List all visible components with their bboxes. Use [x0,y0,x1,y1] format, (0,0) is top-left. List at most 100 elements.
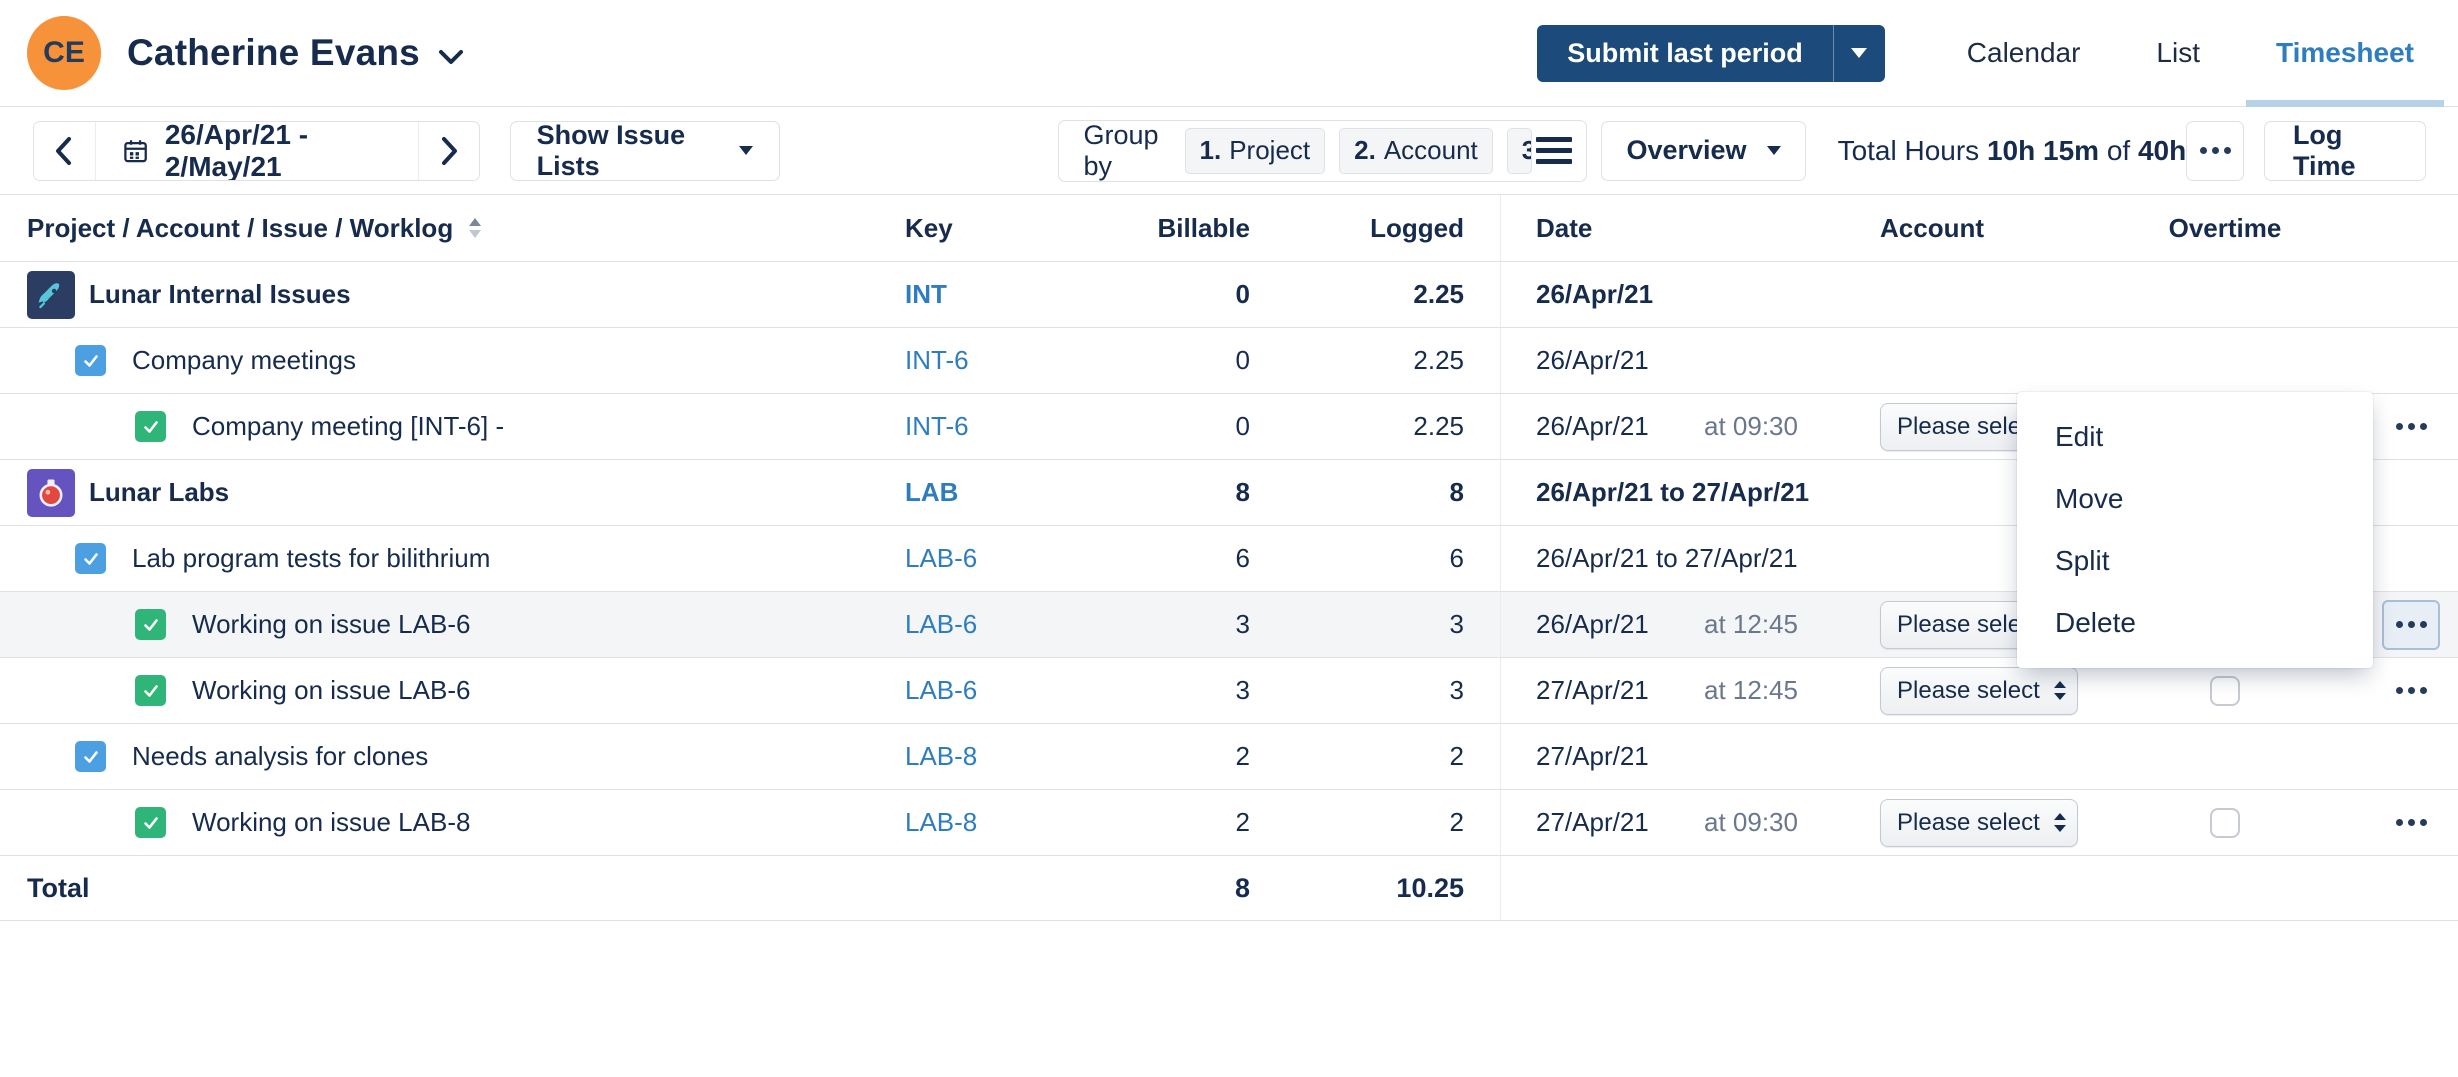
menu-item-edit[interactable]: Edit [2055,421,2104,452]
account-select[interactable]: Please select [1880,798,2078,847]
billable-value: 6 [1235,543,1250,573]
row-more-button[interactable] [2382,599,2440,650]
menu-item-split[interactable]: Split [2055,545,2110,576]
toolbar-more-button[interactable] [2186,120,2244,181]
caret-down-icon [739,146,754,155]
column-name[interactable]: Project / Account / Issue / Worklog [27,212,454,243]
row-label: Working on issue LAB-8 [192,807,471,837]
billable-value: 3 [1235,609,1250,639]
issue-key-link[interactable]: INT [905,279,947,309]
next-period-button[interactable] [417,121,479,180]
issue-key-link[interactable]: LAB [905,477,959,507]
issue-key-link[interactable]: LAB-6 [905,543,978,573]
table-body: Lunar Internal Issues INT 0 2.25 26/Apr/… [0,262,2458,856]
row-checkbox[interactable] [75,741,106,772]
column-account[interactable]: Account [1880,212,1984,243]
show-issue-lists-label: Show Issue Lists [536,119,686,181]
date-value: 27/Apr/21 [1536,675,1649,705]
view-mode-label: Overview [1626,135,1747,165]
more-options-icon [2395,621,2427,628]
column-overtime[interactable]: Overtime [2168,212,2282,243]
row-label: Lab program tests for bilithrium [132,543,491,573]
column-billable[interactable]: Billable [1157,212,1250,243]
row-checkbox[interactable] [135,675,166,706]
avatar-initials: CE [43,36,85,69]
view-mode-dropdown[interactable]: Overview [1601,120,1806,181]
billable-value: 3 [1235,675,1250,705]
group-chip-account[interactable]: 2. Account [1339,127,1493,174]
log-time-label: Log Time [2292,119,2356,181]
logged-value: 2.25 [1413,345,1464,375]
tab-list[interactable]: List [2156,37,2200,68]
column-date[interactable]: Date [1500,195,1845,261]
date-value: 27/Apr/21 [1536,741,1649,771]
date-value: 26/Apr/21 [1536,345,1649,375]
table-row: Company meetings INT-6 0 2.25 26/Apr/21 [0,328,2458,394]
more-options-icon [2395,687,2427,694]
chip-number: 3. [1522,135,1532,166]
row-checkbox[interactable] [135,609,166,640]
group-chip-project[interactable]: 1. Project [1184,127,1326,174]
row-checkbox[interactable] [75,543,106,574]
logged-value: 2 [1449,741,1464,771]
date-range-button[interactable]: 26/Apr/21 - 2/May/21 [94,121,418,180]
date-value: 26/Apr/21 to 27/Apr/21 [1536,477,1810,507]
time-value: at 09:30 [1704,411,1798,441]
sort-icon[interactable] [467,217,483,239]
avatar[interactable]: CE [27,16,101,90]
issue-key-link[interactable]: LAB-8 [905,741,978,771]
of-label: of [2106,134,2131,166]
account-select-value: Please select [1897,610,2040,638]
logged-value: 3 [1449,609,1464,639]
group-chip-issue[interactable]: 3.Iss [1506,127,1533,174]
row-checkbox[interactable] [75,345,106,376]
row-more-button[interactable] [2382,402,2440,452]
table-header: Project / Account / Issue / Worklog Key … [0,195,2458,262]
total-hours-summary: Total Hours 10h 15m of 40h [1838,135,2187,167]
row-more-button[interactable] [2382,666,2440,716]
menu-item-move[interactable]: Move [2055,483,2124,514]
issue-key-link[interactable]: INT-6 [905,345,969,375]
account-select[interactable]: Please select [1880,666,2078,715]
issue-key-link[interactable]: INT-6 [905,411,969,441]
row-more-button[interactable] [2382,798,2440,848]
billable-value: 0 [1235,345,1250,375]
row-checkbox[interactable] [135,411,166,442]
row-checkbox[interactable] [135,807,166,838]
tab-calendar[interactable]: Calendar [1966,37,2081,68]
table-row: Working on issue LAB-6 LAB-6 3 3 27/Apr/… [0,658,2458,724]
overtime-checkbox[interactable] [2210,675,2240,706]
view-tabs: Calendar List Timesheet [1955,0,2444,107]
tab-timesheet[interactable]: Timesheet [2246,0,2444,107]
date-value: 26/Apr/21 [1536,609,1649,639]
overtime-checkbox[interactable] [2210,807,2240,838]
column-key[interactable]: Key [905,212,953,243]
submit-last-period-button[interactable]: Submit last period [1537,24,1885,82]
chip-label: Project [1229,135,1311,165]
chip-number: 1. [1199,135,1222,165]
account-select[interactable]: Please select [1880,402,2078,451]
date-value: 26/Apr/21 [1536,411,1649,441]
total-label: Total [27,872,90,903]
date-value: 27/Apr/21 [1536,807,1649,837]
issue-key-link[interactable]: LAB-6 [905,675,978,705]
show-issue-lists-button[interactable]: Show Issue Lists [509,119,781,181]
caret-down-icon [1851,48,1868,58]
account-select-value: Please select [1897,676,2040,704]
menu-item-delete[interactable]: Delete [2055,607,2136,638]
row-label: Lunar Labs [89,477,230,507]
log-time-button[interactable]: Log Time [2263,119,2426,181]
user-chevron-down-icon[interactable] [438,48,464,66]
previous-period-button[interactable] [34,121,95,180]
billable-value: 0 [1235,411,1250,441]
issue-key-link[interactable]: LAB-8 [905,807,978,837]
issue-key-link[interactable]: LAB-6 [905,609,978,639]
logged-value: 8 [1449,477,1464,507]
column-logged[interactable]: Logged [1370,212,1464,243]
select-spinner-icon [2053,681,2067,700]
row-label: Needs analysis for clones [132,741,429,771]
group-by-menu-icon[interactable] [1536,137,1573,164]
billable-value: 0 [1235,279,1250,309]
table-total-row: Total 8 10.25 [0,856,2458,921]
submit-dropdown-arrow[interactable] [1832,24,1885,82]
